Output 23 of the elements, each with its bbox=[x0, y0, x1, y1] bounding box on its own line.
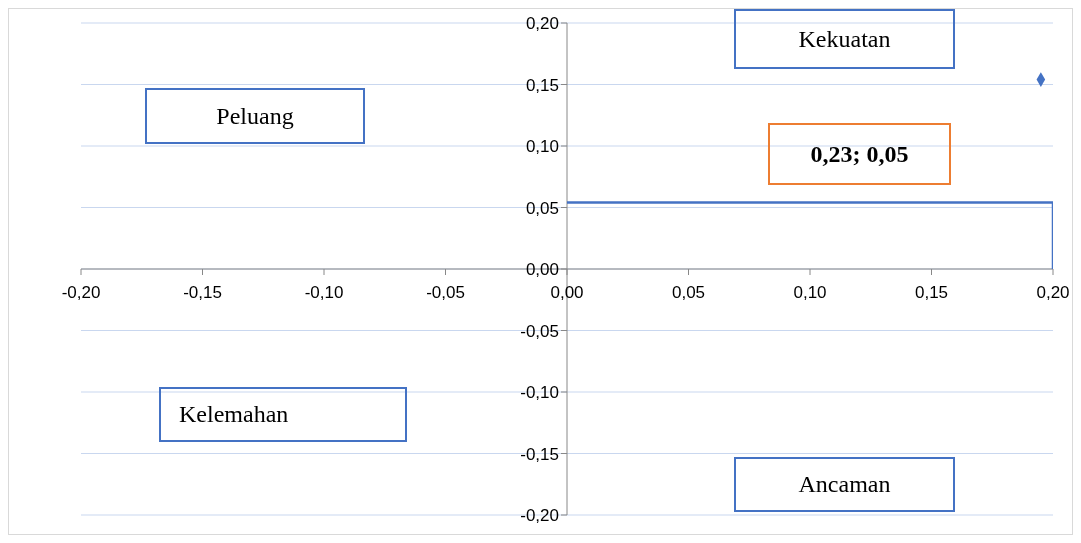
y-tick-label: 0,05 bbox=[525, 198, 559, 218]
x-tick-label: -0,05 bbox=[426, 283, 465, 302]
y-tick-label: -0,20 bbox=[520, 506, 559, 525]
x-tick-label: 0,15 bbox=[914, 283, 949, 302]
y-tick-label: -0,15 bbox=[520, 444, 559, 464]
x-tick-label: -0,15 bbox=[183, 283, 222, 302]
x-tick-label: 0,05 bbox=[671, 283, 706, 302]
x-tick-label: 0,20 bbox=[1036, 283, 1070, 302]
y-tick-label: 0,00 bbox=[525, 260, 559, 279]
annotation: Kekuatan bbox=[734, 9, 955, 69]
x-tick-label: -0,10 bbox=[304, 283, 344, 302]
annotation: Kelemahan bbox=[159, 387, 407, 442]
annotation: Ancaman bbox=[734, 457, 955, 512]
x-tick-label: -0,20 bbox=[61, 283, 101, 302]
x-tick-label: 0,10 bbox=[793, 283, 827, 302]
y-tick-label: -0,10 bbox=[520, 383, 559, 402]
y-tick-label: -0,05 bbox=[520, 321, 559, 341]
x-tick-label: 0,00 bbox=[550, 283, 584, 302]
y-tick-label: 0,10 bbox=[525, 137, 559, 156]
annotation: 0,23; 0,05 bbox=[768, 123, 951, 185]
y-tick-label: 0,20 bbox=[525, 14, 559, 33]
y-tick-label: 0,15 bbox=[525, 75, 559, 95]
annotation: Peluang bbox=[145, 88, 365, 144]
